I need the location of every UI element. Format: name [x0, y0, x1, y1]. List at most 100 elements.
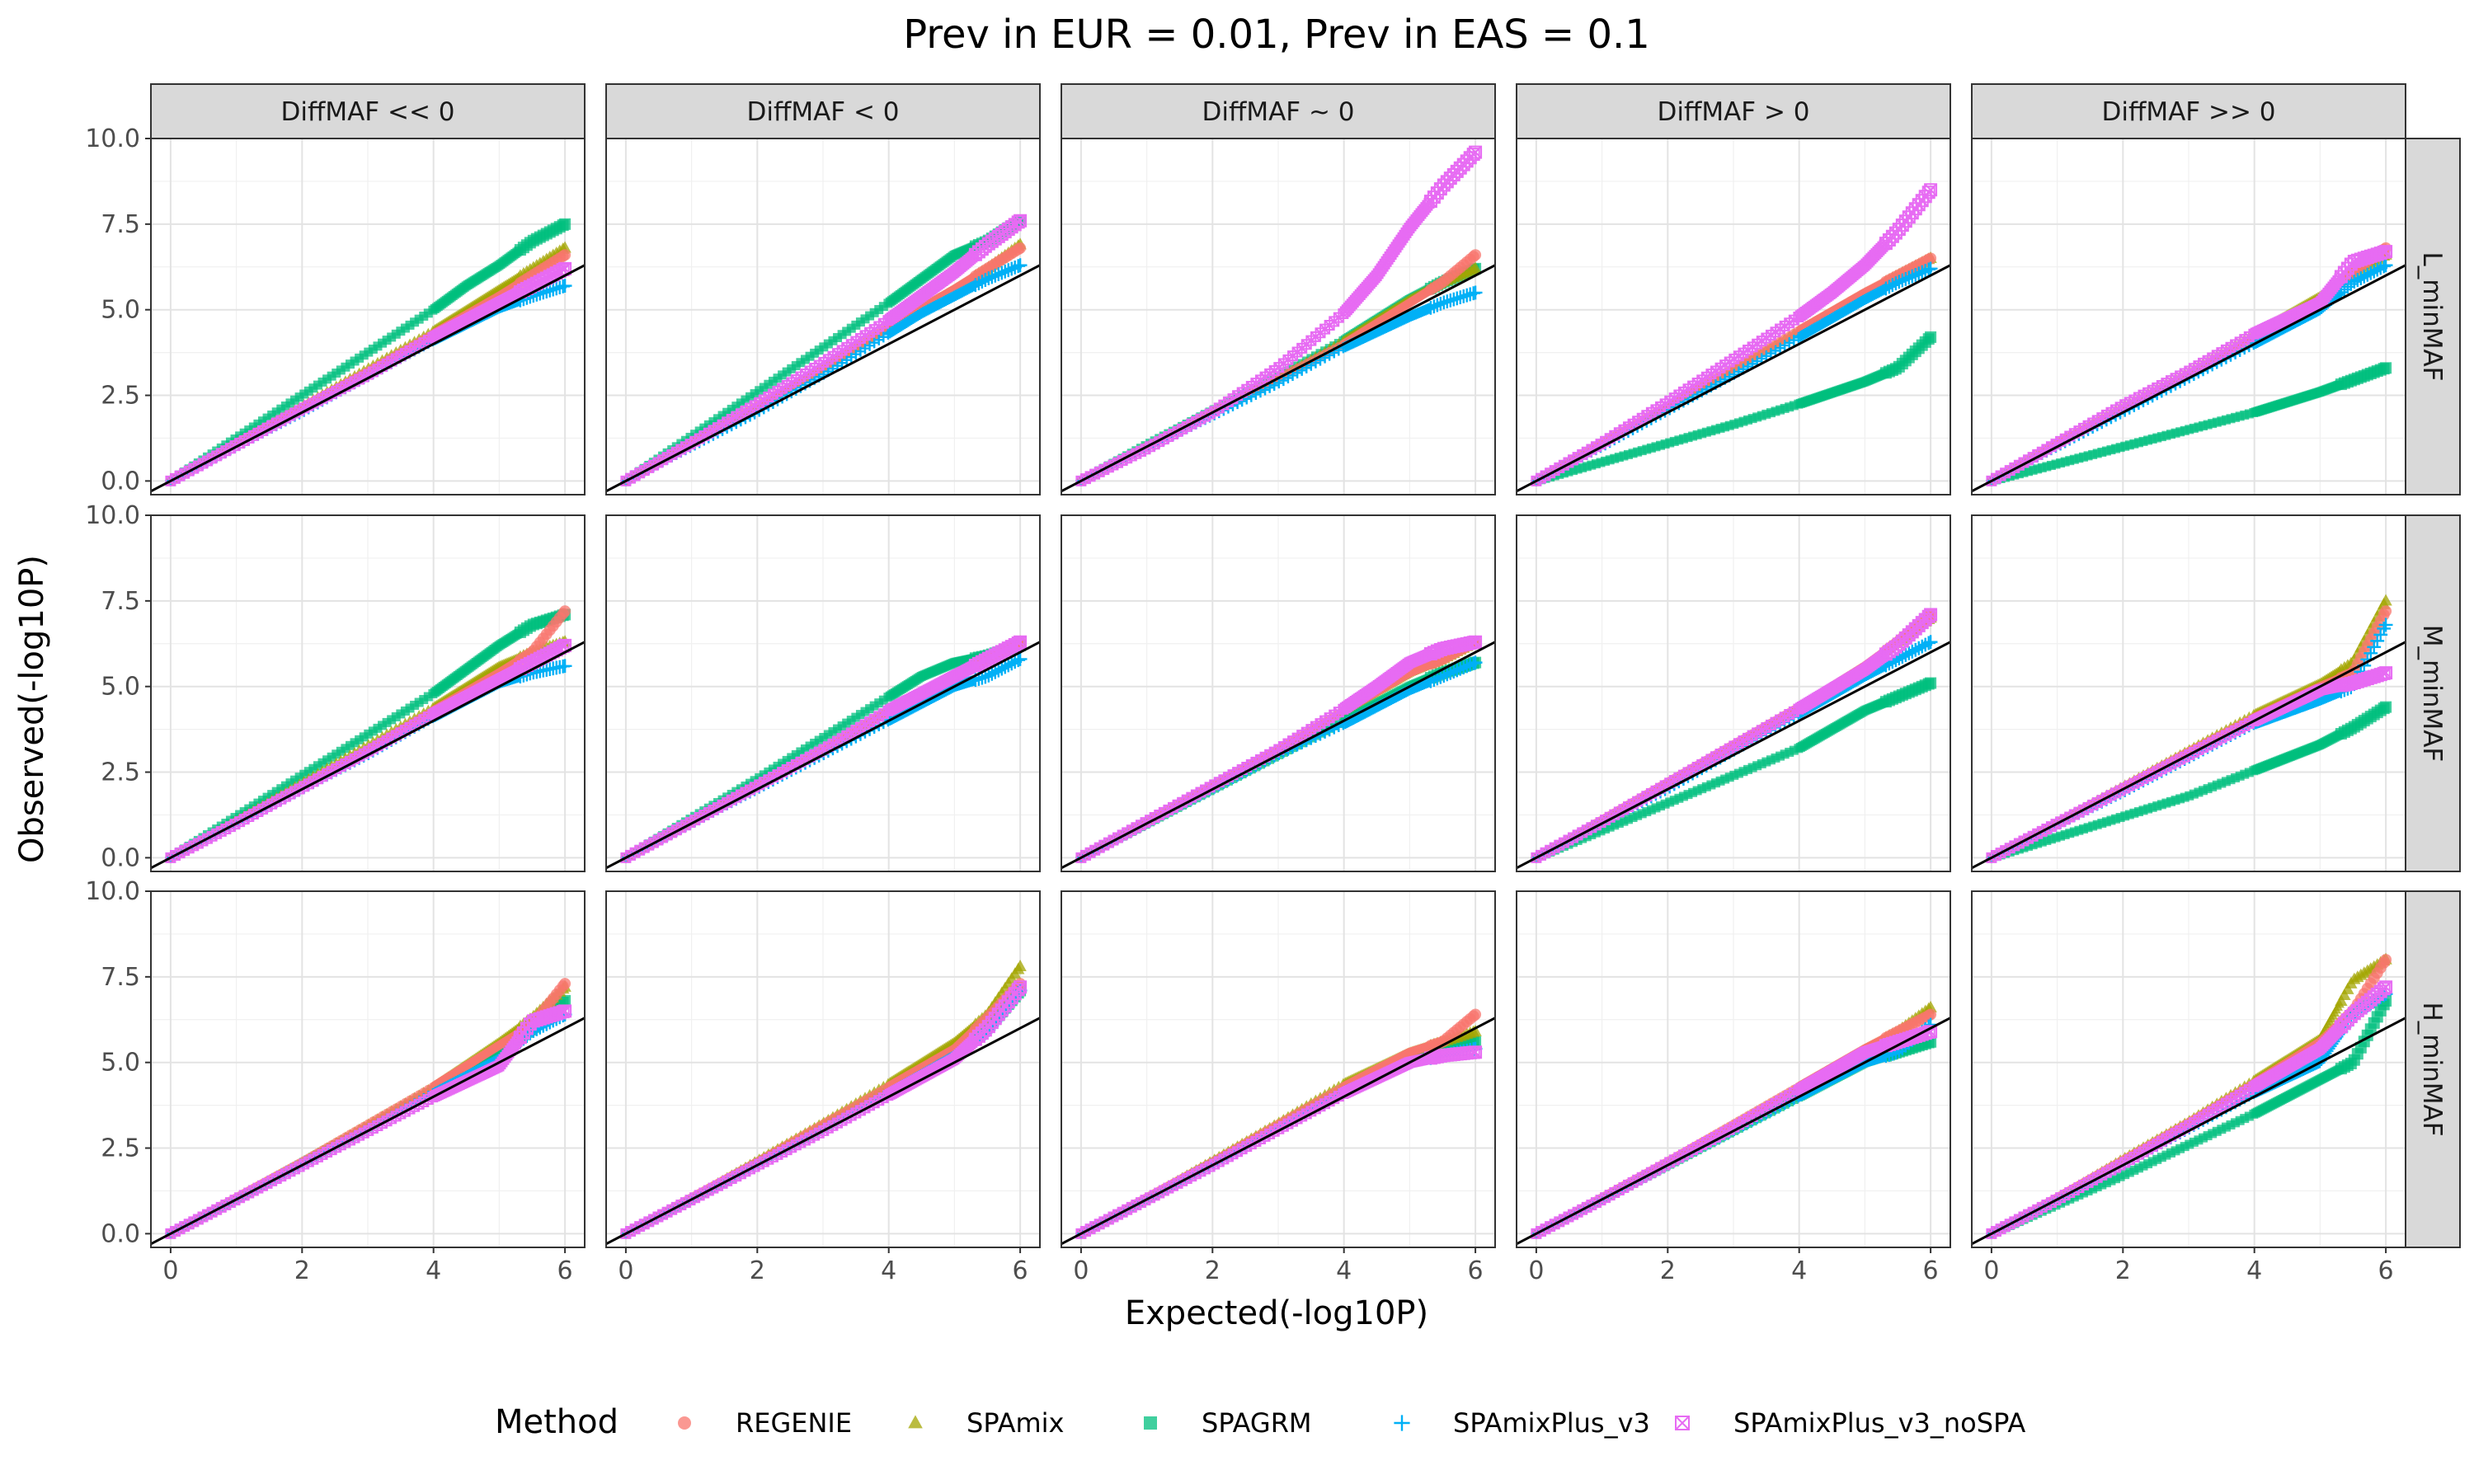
data-point	[2143, 435, 2153, 445]
data-point	[1564, 467, 1573, 477]
data-point	[755, 386, 764, 396]
data-point	[262, 413, 272, 423]
data-point	[322, 755, 332, 765]
data-point	[2235, 411, 2245, 421]
data-point	[846, 323, 856, 333]
data-point	[851, 712, 861, 722]
panel-l-minmaf-diffmaf-0: DiffMAF << 00.02.55.07.510.0	[85, 83, 586, 495]
data-point	[787, 364, 797, 373]
data-point	[855, 710, 865, 720]
data-point	[1879, 281, 1893, 296]
data-point	[1701, 427, 1711, 437]
data-point	[290, 395, 300, 405]
data-point	[1766, 408, 1776, 418]
data-point	[345, 359, 355, 369]
data-point	[2120, 441, 2130, 451]
panel-border	[150, 514, 586, 872]
data-point	[1715, 423, 1725, 433]
reference-line	[606, 641, 1040, 870]
data-point	[368, 726, 378, 736]
series-spamixplus-v3-nospa	[1531, 183, 1938, 486]
y-tick-label: 2.5	[101, 382, 140, 411]
data-point	[332, 749, 341, 759]
data-point	[971, 276, 986, 291]
data-point	[1720, 422, 1730, 432]
data-point	[1453, 290, 1468, 305]
data-point	[299, 769, 309, 779]
data-point	[2357, 270, 2372, 284]
y-tick-label: 7.5	[101, 210, 140, 239]
data-point	[978, 669, 993, 684]
data-point	[1923, 261, 1938, 276]
data-point	[985, 666, 999, 681]
data-point	[991, 267, 1006, 282]
data-point	[359, 350, 369, 360]
data-point	[731, 402, 741, 411]
reference-line	[1972, 264, 2406, 493]
reference-line	[151, 264, 585, 493]
data-point	[787, 753, 797, 763]
data-point	[842, 718, 852, 728]
data-point	[364, 729, 374, 739]
data-point	[313, 761, 322, 771]
data-point	[782, 755, 792, 765]
data-points	[1075, 145, 1483, 486]
data-point	[1633, 447, 1643, 457]
data-point	[1014, 242, 1027, 254]
data-point	[2212, 417, 2222, 427]
data-point	[2037, 463, 2047, 472]
data-point	[1001, 658, 1016, 673]
data-point	[998, 264, 1013, 279]
data-point	[2101, 446, 2111, 456]
facet-strip-column	[1061, 83, 1496, 139]
data-point	[1013, 258, 1028, 273]
data-point	[736, 398, 745, 408]
data-point	[1469, 261, 1482, 274]
data-point	[975, 275, 990, 289]
data-point	[1892, 275, 1907, 289]
data-point	[1004, 261, 1019, 276]
data-points	[620, 635, 1028, 863]
data-point	[2380, 362, 2392, 374]
data-point	[1610, 453, 1620, 463]
data-point	[998, 660, 1013, 674]
data-point	[1437, 295, 1451, 310]
data-point	[557, 659, 572, 674]
data-point	[855, 317, 865, 327]
data-point	[2180, 425, 2189, 435]
data-point	[1013, 652, 1028, 666]
data-point	[2377, 259, 2392, 274]
data-point	[985, 270, 999, 284]
data-point	[1738, 416, 1748, 426]
data-point	[800, 744, 810, 754]
data-point	[2019, 467, 2029, 477]
data-point	[2133, 438, 2143, 448]
data-point	[1674, 435, 1684, 445]
data-point	[2354, 271, 2368, 285]
data-point	[267, 410, 277, 420]
data-points	[620, 214, 1028, 486]
data-point	[846, 716, 856, 726]
data-point	[837, 330, 847, 340]
data-point	[1605, 455, 1615, 465]
data-point	[1925, 331, 1937, 343]
facet-row-label: L_minMAF	[2417, 251, 2447, 381]
reference-line	[1061, 264, 1495, 493]
chart-title: Prev in EUR = 0.01, Prev in EAS = 0.1	[903, 12, 1650, 58]
data-point	[2157, 432, 2166, 442]
reference-line	[1517, 264, 1950, 493]
data-point	[988, 665, 1003, 679]
data-point	[1430, 298, 1445, 312]
data-point	[995, 265, 1009, 280]
data-point	[244, 425, 254, 435]
data-point	[2106, 445, 2116, 455]
data-point	[791, 749, 801, 759]
data-point	[557, 279, 572, 294]
data-point	[1614, 453, 1624, 463]
data-point	[1733, 418, 1743, 428]
data-point	[336, 746, 346, 756]
data-point	[995, 661, 1009, 676]
facet-strip-row	[2405, 138, 2461, 495]
data-point	[2115, 443, 2125, 453]
data-point	[378, 721, 388, 730]
